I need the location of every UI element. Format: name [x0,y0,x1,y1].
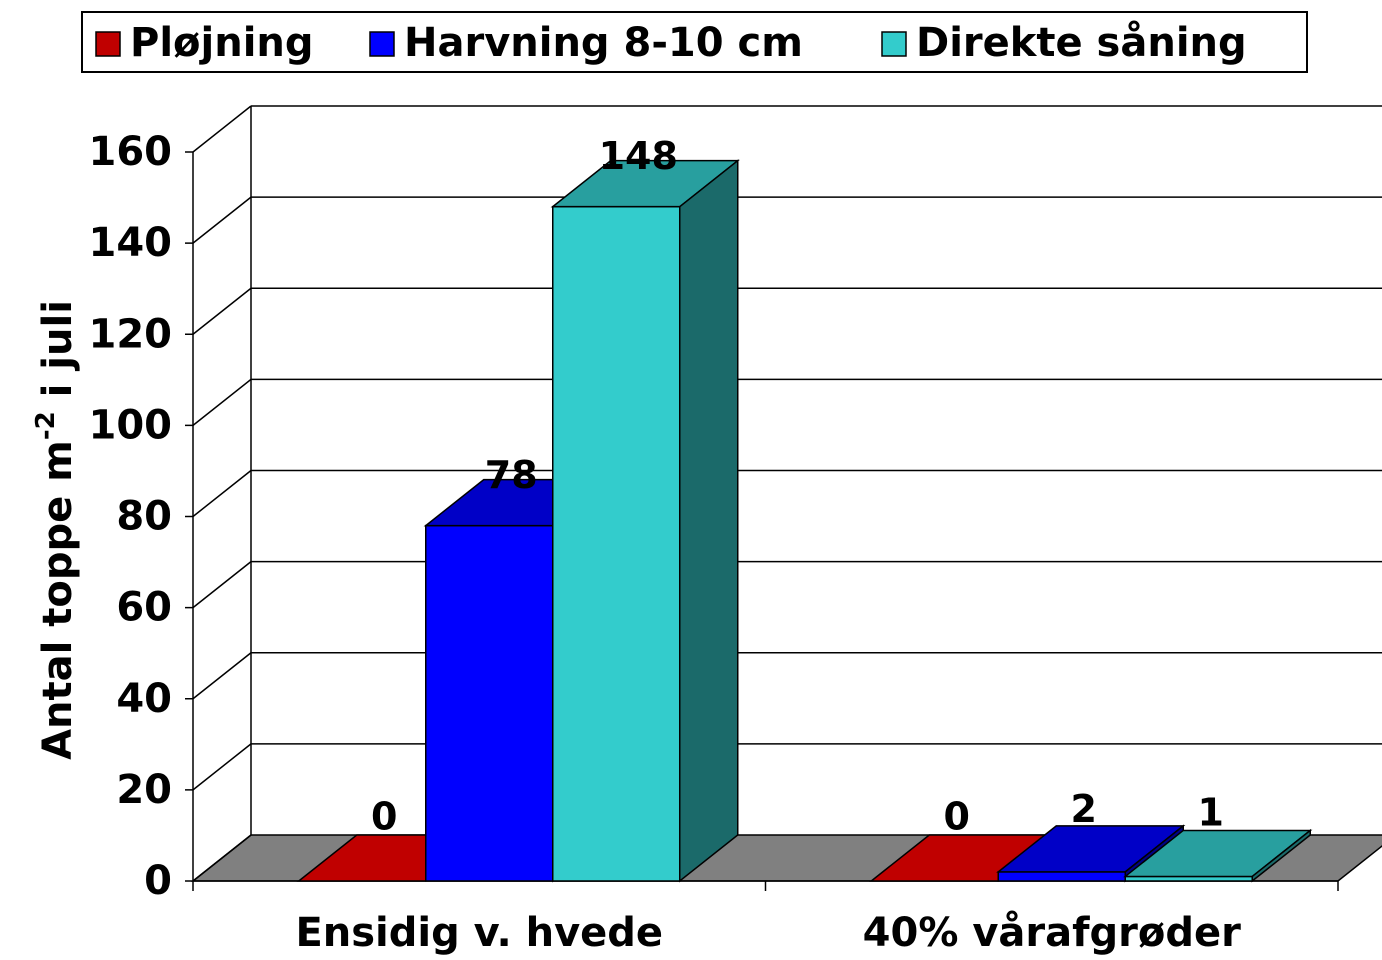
grid-diagonal [192,196,252,244]
bar-front [425,524,554,882]
grid-diagonal [192,105,252,153]
data-label: 0 [944,795,970,839]
legend-swatch [369,31,395,57]
y-label-sup: -2 [31,411,61,440]
bar-side [1251,828,1311,883]
legend-box [81,11,1308,73]
grid-diagonal [192,378,252,426]
y-tick-label: 60 [116,585,172,631]
data-label: 78 [485,453,538,497]
grid-diagonal [192,743,252,791]
y-tick-label: 80 [116,494,172,540]
y-tick-label: 160 [89,129,173,175]
y-label-end: i juli [35,300,81,411]
y-tick-label: 0 [144,858,172,904]
legend-label: Pløjning [130,20,314,66]
y-tick-label: 100 [89,402,173,448]
bar-side [679,159,739,883]
data-label: 0 [371,795,397,839]
x-tick-label: 40% vårafgrøder [863,909,1241,956]
grid-diagonal [192,287,252,335]
legend-label: Harvning 8-10 cm [404,20,803,66]
y-label-main: Antal toppe m [35,440,81,760]
x-tick-label: Ensidig v. hvede [295,910,663,956]
legend-label: Direkte såning [916,19,1247,66]
y-tick-label: 20 [116,767,172,813]
grid-diagonal [192,652,252,700]
grid-diagonal [192,469,252,518]
y-tick-label: 40 [116,676,172,722]
bar-front [552,205,681,882]
y-tick-label: 120 [89,311,173,357]
data-label: 148 [599,134,678,178]
bar-front [997,871,1126,882]
grid-diagonal [192,834,252,882]
legend-swatch [881,31,907,57]
grid-diagonal [192,561,252,609]
y-axis-label: Antal toppe m-2 i juli [31,300,82,760]
y-tick-label: 140 [89,220,173,266]
legend-swatch [95,31,121,57]
data-label: 1 [1198,791,1224,835]
data-label: 2 [1071,787,1097,831]
